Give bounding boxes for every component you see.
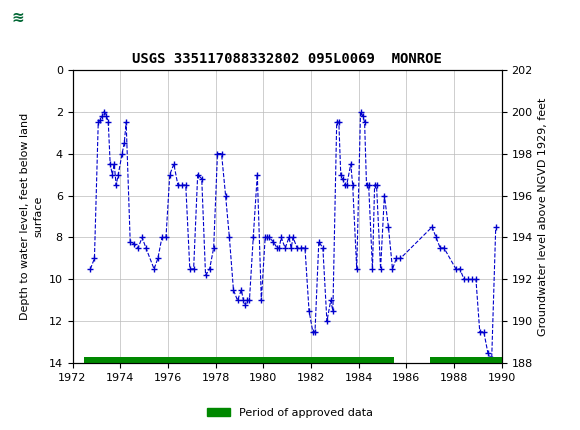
Y-axis label: Depth to water level, feet below land
surface: Depth to water level, feet below land su… (20, 113, 43, 320)
Legend: Period of approved data: Period of approved data (203, 403, 377, 422)
Y-axis label: Groundwater level above NGVD 1929, feet: Groundwater level above NGVD 1929, feet (538, 97, 548, 336)
Title: USGS 335117088332802 095L0069  MONROE: USGS 335117088332802 095L0069 MONROE (132, 52, 442, 66)
Text: USGS: USGS (38, 10, 80, 24)
Bar (6, 3, 75, 32)
Text: ≋: ≋ (12, 9, 24, 25)
